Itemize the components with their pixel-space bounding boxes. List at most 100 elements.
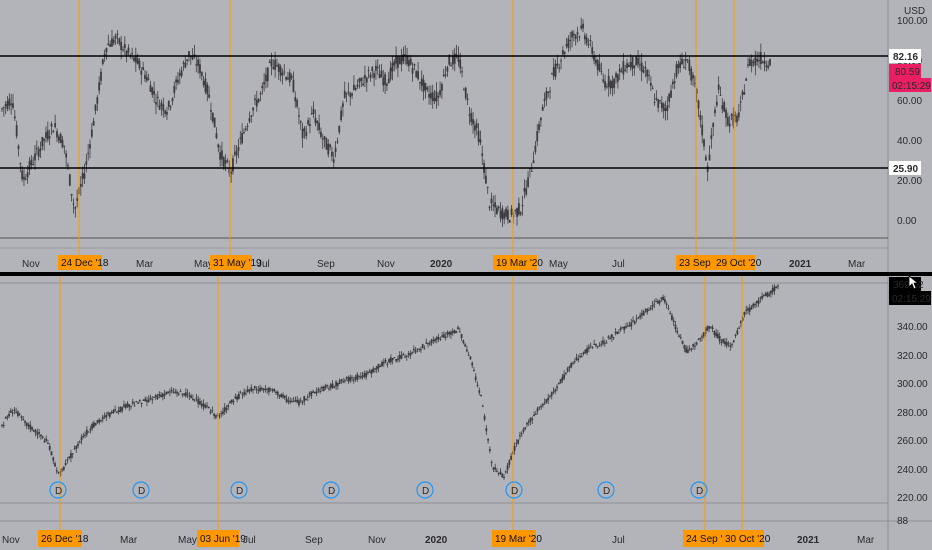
upper-pane-background[interactable] [0,0,888,272]
candle [72,198,75,214]
candle [12,93,14,110]
candle [316,119,319,131]
candle [563,50,566,59]
candle [158,391,161,399]
candle [651,85,654,90]
candle [211,112,214,124]
dividend-marker[interactable]: D [505,481,523,499]
x-tick-label: 2021 [797,535,820,546]
candle [701,334,703,342]
candle [142,61,145,71]
candle [109,40,112,48]
candle [521,195,524,216]
candle [664,100,667,121]
candle [616,331,619,335]
date-tag: 23 Sep '20 [676,255,727,270]
candle [769,58,771,67]
candle [413,63,416,71]
lower-y-axis[interactable]: 340.00 320.00 300.00 280.00 260.00 240.00 220.… [897,292,928,527]
candle [93,420,95,428]
candle [133,401,136,407]
upper-x-axis[interactable]: Nov Mar May Jul Sep Nov 2020 May Jul 2021 Mar [22,259,866,270]
dividend-marker[interactable]: D [690,481,708,499]
candle [543,92,546,108]
candle [327,139,330,158]
candle [542,402,544,408]
lower-date-tags: 26 Dec '18 03 Jun '19 19 Mar '20 24 Sep '20… [38,530,771,547]
candle [653,299,656,309]
candle [184,55,187,69]
candle [609,335,611,340]
candle [62,466,65,472]
svg-text:24 Sep '20: 24 Sep '20 [686,534,734,545]
candle [430,85,432,106]
svg-text:03 Jun '19: 03 Jun '19 [200,534,246,545]
candle [59,132,62,144]
candle [419,81,421,90]
candle [46,121,49,143]
candle [37,146,40,161]
candle [15,407,18,414]
candle [596,58,599,76]
candle [743,311,746,318]
candle [517,197,520,217]
candle [571,29,573,48]
candle [266,387,269,394]
dividend-marker[interactable]: D [322,481,340,499]
candle [405,355,408,361]
dividend-marker[interactable]: D [416,481,434,499]
candle [98,417,101,425]
candle [48,129,51,146]
dividend-marker[interactable]: D [49,481,67,499]
candle [407,351,410,358]
candle [621,326,624,329]
candle [683,344,686,352]
dividend-marker[interactable]: D [230,481,248,499]
x-tick-label: May [194,259,213,270]
candle [524,427,527,431]
candle [694,341,696,350]
upper-horizontal-levels[interactable] [0,55,888,169]
candle [627,62,630,68]
candle [395,46,397,70]
candle [472,112,474,134]
candle [620,67,623,73]
candle [483,413,486,422]
candle [706,325,709,332]
candle [775,285,778,289]
candle [331,146,333,162]
candle [182,60,185,71]
dividend-marker[interactable]: D [597,481,615,499]
candle [10,94,13,115]
x-tick-label: Nov [377,259,395,270]
candle [536,406,539,415]
candle [747,306,749,315]
candle [631,56,634,77]
candle [444,66,447,79]
dividend-marker[interactable]: D [132,481,150,499]
candle [340,378,343,384]
candle [375,60,377,80]
candle [648,69,650,81]
candle [170,386,173,394]
countdown-timer: 02:15:29 [892,81,931,92]
candle [329,382,332,391]
candle [754,302,756,309]
lower-x-axis[interactable]: Nov Mar May Jul Sep Nov 2020 Jul 2021 Mar [2,535,875,546]
pane-separator[interactable] [0,272,932,276]
svg-text:31 May '19: 31 May '19 [213,258,262,269]
candle [52,129,55,133]
candle [32,156,35,166]
candle [149,80,152,92]
candle [193,398,196,403]
x-tick-label: 2020 [430,259,453,270]
candle [473,367,475,372]
candle [632,316,634,323]
candle [520,431,523,437]
candle [660,96,663,113]
candle [743,84,746,95]
candle [649,305,652,311]
